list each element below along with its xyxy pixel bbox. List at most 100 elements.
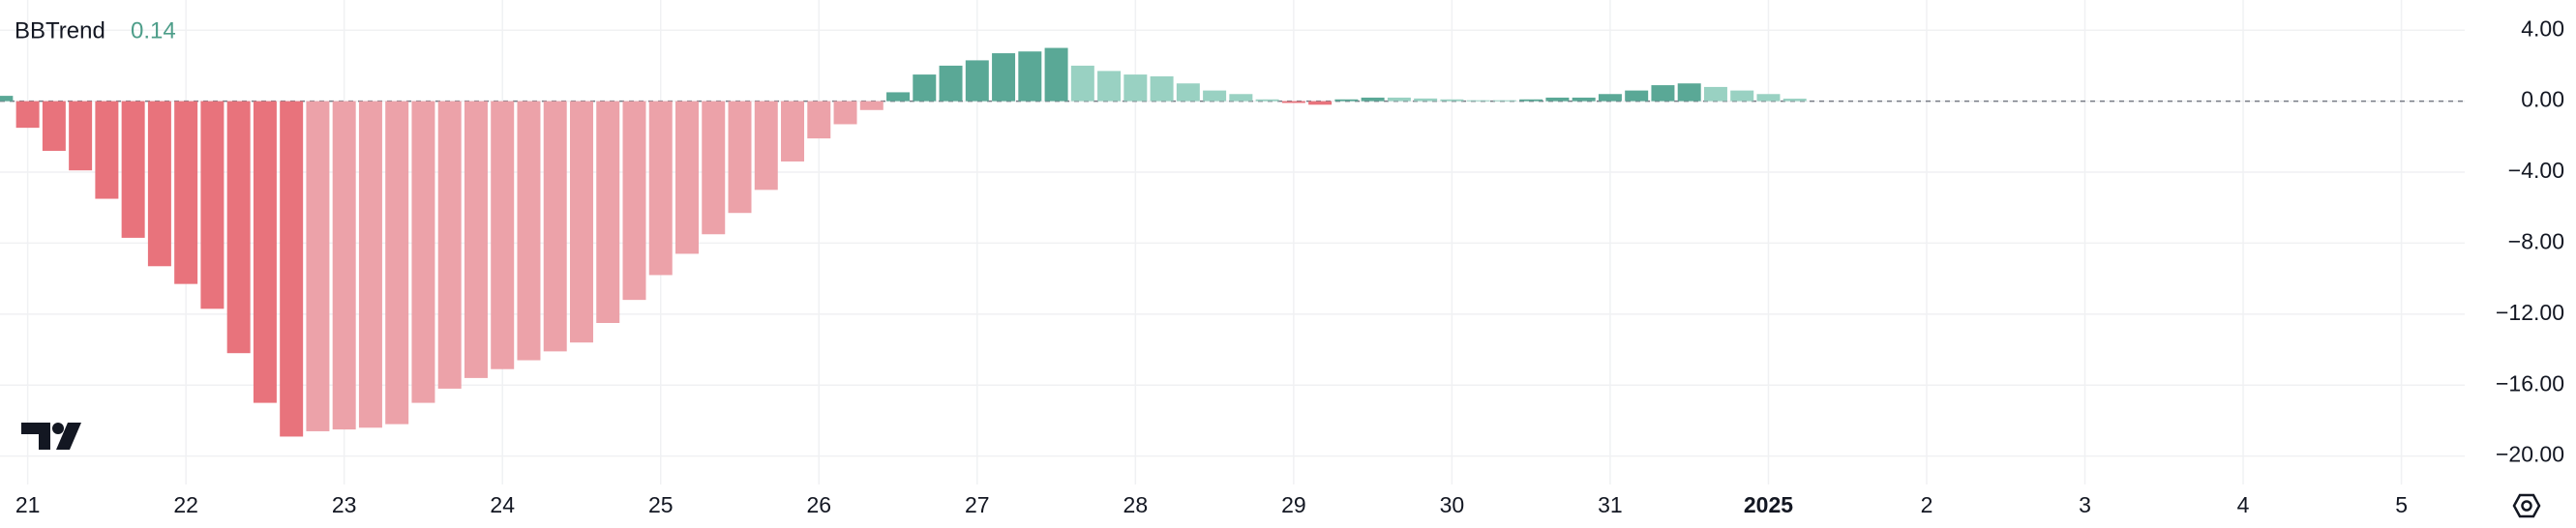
- y-tick-label: −12.00: [2496, 300, 2564, 325]
- bar: [437, 101, 462, 389]
- bars: [0, 47, 1807, 437]
- x-tick-label: 28: [1123, 492, 1149, 517]
- bar: [569, 101, 593, 343]
- bar: [200, 101, 225, 309]
- grid: [0, 0, 2465, 484]
- bar: [1361, 97, 1385, 102]
- y-tick-label: −20.00: [2496, 442, 2564, 467]
- bar: [1334, 99, 1359, 102]
- bar: [1440, 99, 1464, 102]
- bar: [1492, 100, 1516, 102]
- bar: [1150, 75, 1174, 102]
- bar: [42, 101, 66, 151]
- bar: [1414, 98, 1438, 102]
- x-tick-label: 22: [173, 492, 198, 517]
- x-tick-label: 24: [490, 492, 515, 517]
- bar: [1598, 94, 1622, 102]
- bar: [121, 101, 145, 238]
- bar: [913, 74, 937, 102]
- bar: [358, 101, 382, 428]
- bar: [1703, 86, 1727, 102]
- bar: [332, 101, 356, 430]
- tradingview-logo: [21, 423, 81, 450]
- bar: [781, 101, 805, 161]
- x-tick-label: 31: [1598, 492, 1623, 517]
- y-tick-label: 4.00: [2521, 15, 2564, 41]
- indicator-value: 0.14: [131, 17, 176, 44]
- bar: [833, 101, 857, 125]
- x-tick-label: 2: [1921, 492, 1933, 517]
- bar: [95, 101, 119, 199]
- x-tick-label: 3: [2079, 492, 2091, 517]
- y-tick-label: −8.00: [2508, 228, 2564, 253]
- x-tick-label: 25: [648, 492, 674, 517]
- x-tick-label: 29: [1281, 492, 1306, 517]
- x-tick-label: 21: [15, 492, 41, 517]
- bar: [648, 101, 673, 276]
- x-tick-label: 5: [2395, 492, 2408, 517]
- bar: [807, 101, 831, 139]
- x-tick-label: 2025: [1744, 492, 1793, 517]
- bar: [1782, 99, 1807, 102]
- bar: [675, 101, 699, 254]
- bar: [147, 101, 171, 267]
- bar: [1572, 97, 1596, 102]
- bar: [1756, 94, 1781, 102]
- bar: [1466, 100, 1490, 102]
- bar: [965, 60, 989, 102]
- bar: [886, 92, 911, 102]
- bar: [728, 101, 752, 214]
- bar: [1018, 51, 1042, 102]
- bar: [1545, 97, 1570, 102]
- x-tick-label: 26: [806, 492, 831, 517]
- bar: [1387, 97, 1411, 102]
- bar: [1070, 65, 1094, 102]
- bar: [491, 101, 515, 369]
- bar: [464, 101, 488, 378]
- bar: [543, 101, 567, 352]
- y-tick-label: −4.00: [2508, 158, 2564, 183]
- bar: [1123, 74, 1148, 102]
- y-tick-label: 0.00: [2521, 87, 2564, 112]
- bar: [622, 101, 646, 301]
- bar: [253, 101, 277, 403]
- bar: [15, 101, 40, 129]
- bar: [0, 96, 14, 102]
- bar: [385, 101, 409, 425]
- bar: [226, 101, 251, 354]
- bar: [69, 101, 93, 171]
- bar: [1255, 99, 1279, 102]
- x-tick-label: 27: [965, 492, 990, 517]
- bar: [859, 101, 884, 110]
- bar: [1281, 101, 1305, 103]
- x-tick-label: 30: [1440, 492, 1465, 517]
- indicator-name: BBTrend: [15, 17, 105, 44]
- bar: [174, 101, 198, 284]
- bar: [1519, 99, 1543, 102]
- bar: [1308, 101, 1333, 105]
- bar: [1651, 85, 1675, 102]
- bar: [517, 101, 541, 361]
- bar: [702, 101, 726, 235]
- bar: [992, 53, 1016, 102]
- bar: [754, 101, 778, 191]
- bar: [1176, 83, 1200, 102]
- y-tick-label: −16.00: [2496, 370, 2564, 396]
- bar: [1203, 90, 1227, 102]
- x-tick-label: 4: [2237, 492, 2250, 517]
- bar: [1625, 90, 1649, 102]
- bar: [1097, 71, 1122, 102]
- bar: [280, 101, 304, 437]
- bar: [596, 101, 620, 323]
- x-tick-label: 23: [332, 492, 357, 517]
- bar: [411, 101, 435, 403]
- bar: [939, 65, 963, 102]
- bar: [1229, 94, 1253, 102]
- bar: [1730, 90, 1754, 102]
- bar: [306, 101, 330, 431]
- bar: [1677, 83, 1701, 102]
- bar: [1044, 47, 1068, 102]
- settings-icon[interactable]: [2512, 493, 2541, 518]
